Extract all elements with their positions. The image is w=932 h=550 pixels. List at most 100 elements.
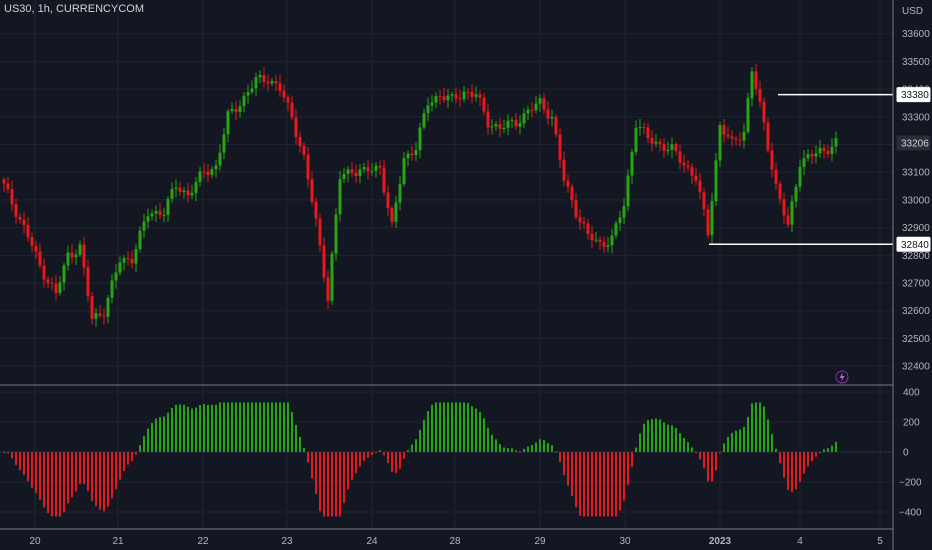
candle-body	[2, 179, 6, 184]
candle-body	[818, 147, 822, 154]
candle-body	[738, 139, 742, 141]
price-badge	[896, 135, 931, 151]
candle-body	[774, 169, 778, 184]
candle-body	[418, 127, 422, 151]
candle-body	[154, 210, 158, 214]
candle-body	[834, 138, 838, 147]
histogram-bar	[475, 408, 477, 452]
histogram-bar	[751, 403, 753, 452]
time-tick-label: 23	[281, 536, 293, 547]
price-badge-label: 33380	[901, 90, 929, 101]
candle-body	[718, 125, 722, 161]
candle-body	[98, 313, 102, 316]
histogram-bar	[459, 402, 461, 452]
candle-body	[302, 146, 306, 155]
annotation-lines	[709, 93, 893, 246]
histogram-bar	[715, 452, 717, 471]
candle-body	[278, 83, 282, 91]
candle-body	[702, 192, 706, 210]
candle-body	[694, 175, 698, 181]
histogram-bar	[251, 402, 253, 452]
candle-body	[42, 265, 46, 280]
candle-body	[194, 181, 198, 193]
candle-body	[66, 252, 70, 266]
osc-tick-label: 200	[903, 418, 920, 429]
candle-body	[230, 109, 234, 112]
candle-body	[786, 215, 790, 225]
histogram-bar	[559, 452, 561, 463]
candle-body	[146, 216, 150, 222]
candle-body	[206, 171, 210, 175]
candle-body	[730, 136, 734, 139]
candle-body	[226, 111, 230, 135]
candle-body	[190, 192, 194, 196]
candle-body	[814, 153, 818, 157]
candle-body	[386, 192, 390, 208]
histogram-bar	[659, 419, 661, 452]
time-tick-label: 22	[197, 536, 209, 547]
histogram-bar	[195, 407, 197, 452]
candle-body	[646, 127, 650, 139]
candle-body	[366, 167, 370, 172]
candle-body	[170, 188, 174, 199]
histogram-bar	[255, 402, 257, 452]
histogram-bar	[267, 402, 269, 452]
candle-body	[142, 221, 146, 231]
histogram-bar	[467, 403, 469, 452]
histogram-bar	[503, 447, 505, 452]
candle-body	[550, 117, 554, 119]
candle-body	[86, 267, 90, 297]
candle-body	[822, 147, 826, 151]
candle-body	[482, 97, 486, 112]
candle-body	[398, 184, 402, 203]
histogram-bar	[499, 444, 501, 452]
histogram-bar	[523, 448, 525, 452]
candle-body	[802, 158, 806, 167]
candle-body	[330, 253, 334, 301]
candle-body	[210, 169, 214, 175]
candle-body	[138, 230, 142, 250]
price-badge	[896, 87, 931, 103]
candle-body	[78, 244, 82, 255]
histogram-bar	[263, 402, 265, 452]
time-tick-label: 21	[112, 536, 124, 547]
histogram-bar	[399, 452, 401, 469]
candle-body	[714, 160, 718, 202]
candle-body	[538, 98, 542, 104]
price-badge	[896, 236, 931, 252]
histogram-bar	[587, 452, 589, 517]
histogram-bar	[595, 452, 597, 517]
candle-body	[806, 154, 810, 159]
candle-body	[262, 75, 266, 82]
histogram-bar	[507, 448, 509, 452]
histogram-bar	[779, 452, 781, 464]
histogram-bar	[383, 452, 385, 456]
histogram-bar	[531, 445, 533, 452]
histogram-bar	[431, 404, 433, 452]
histogram-bar	[323, 452, 325, 517]
osc-tick-label: 0	[903, 448, 909, 459]
candle-body	[478, 94, 482, 98]
histogram-bar	[607, 452, 609, 517]
histogram-bar	[139, 445, 141, 452]
histogram-bar	[791, 452, 793, 493]
histogram-bar	[127, 452, 129, 465]
candle-body	[362, 167, 366, 170]
histogram-bar	[239, 402, 241, 452]
histogram-bar	[159, 417, 161, 452]
candle-body	[726, 134, 730, 137]
histogram-bar	[271, 402, 273, 452]
candle-body	[54, 283, 58, 293]
histogram-bar	[443, 402, 445, 452]
currency-label: USD	[902, 6, 923, 17]
candle-body	[810, 154, 814, 157]
candle-body	[466, 91, 470, 93]
histogram-bar	[75, 452, 77, 492]
candle-body	[166, 198, 170, 215]
histogram-bar	[479, 411, 481, 452]
price-tick-label: 33600	[902, 29, 930, 40]
histogram-bar	[7, 452, 9, 454]
histogram-bar	[719, 452, 721, 454]
candle-body	[90, 296, 94, 319]
